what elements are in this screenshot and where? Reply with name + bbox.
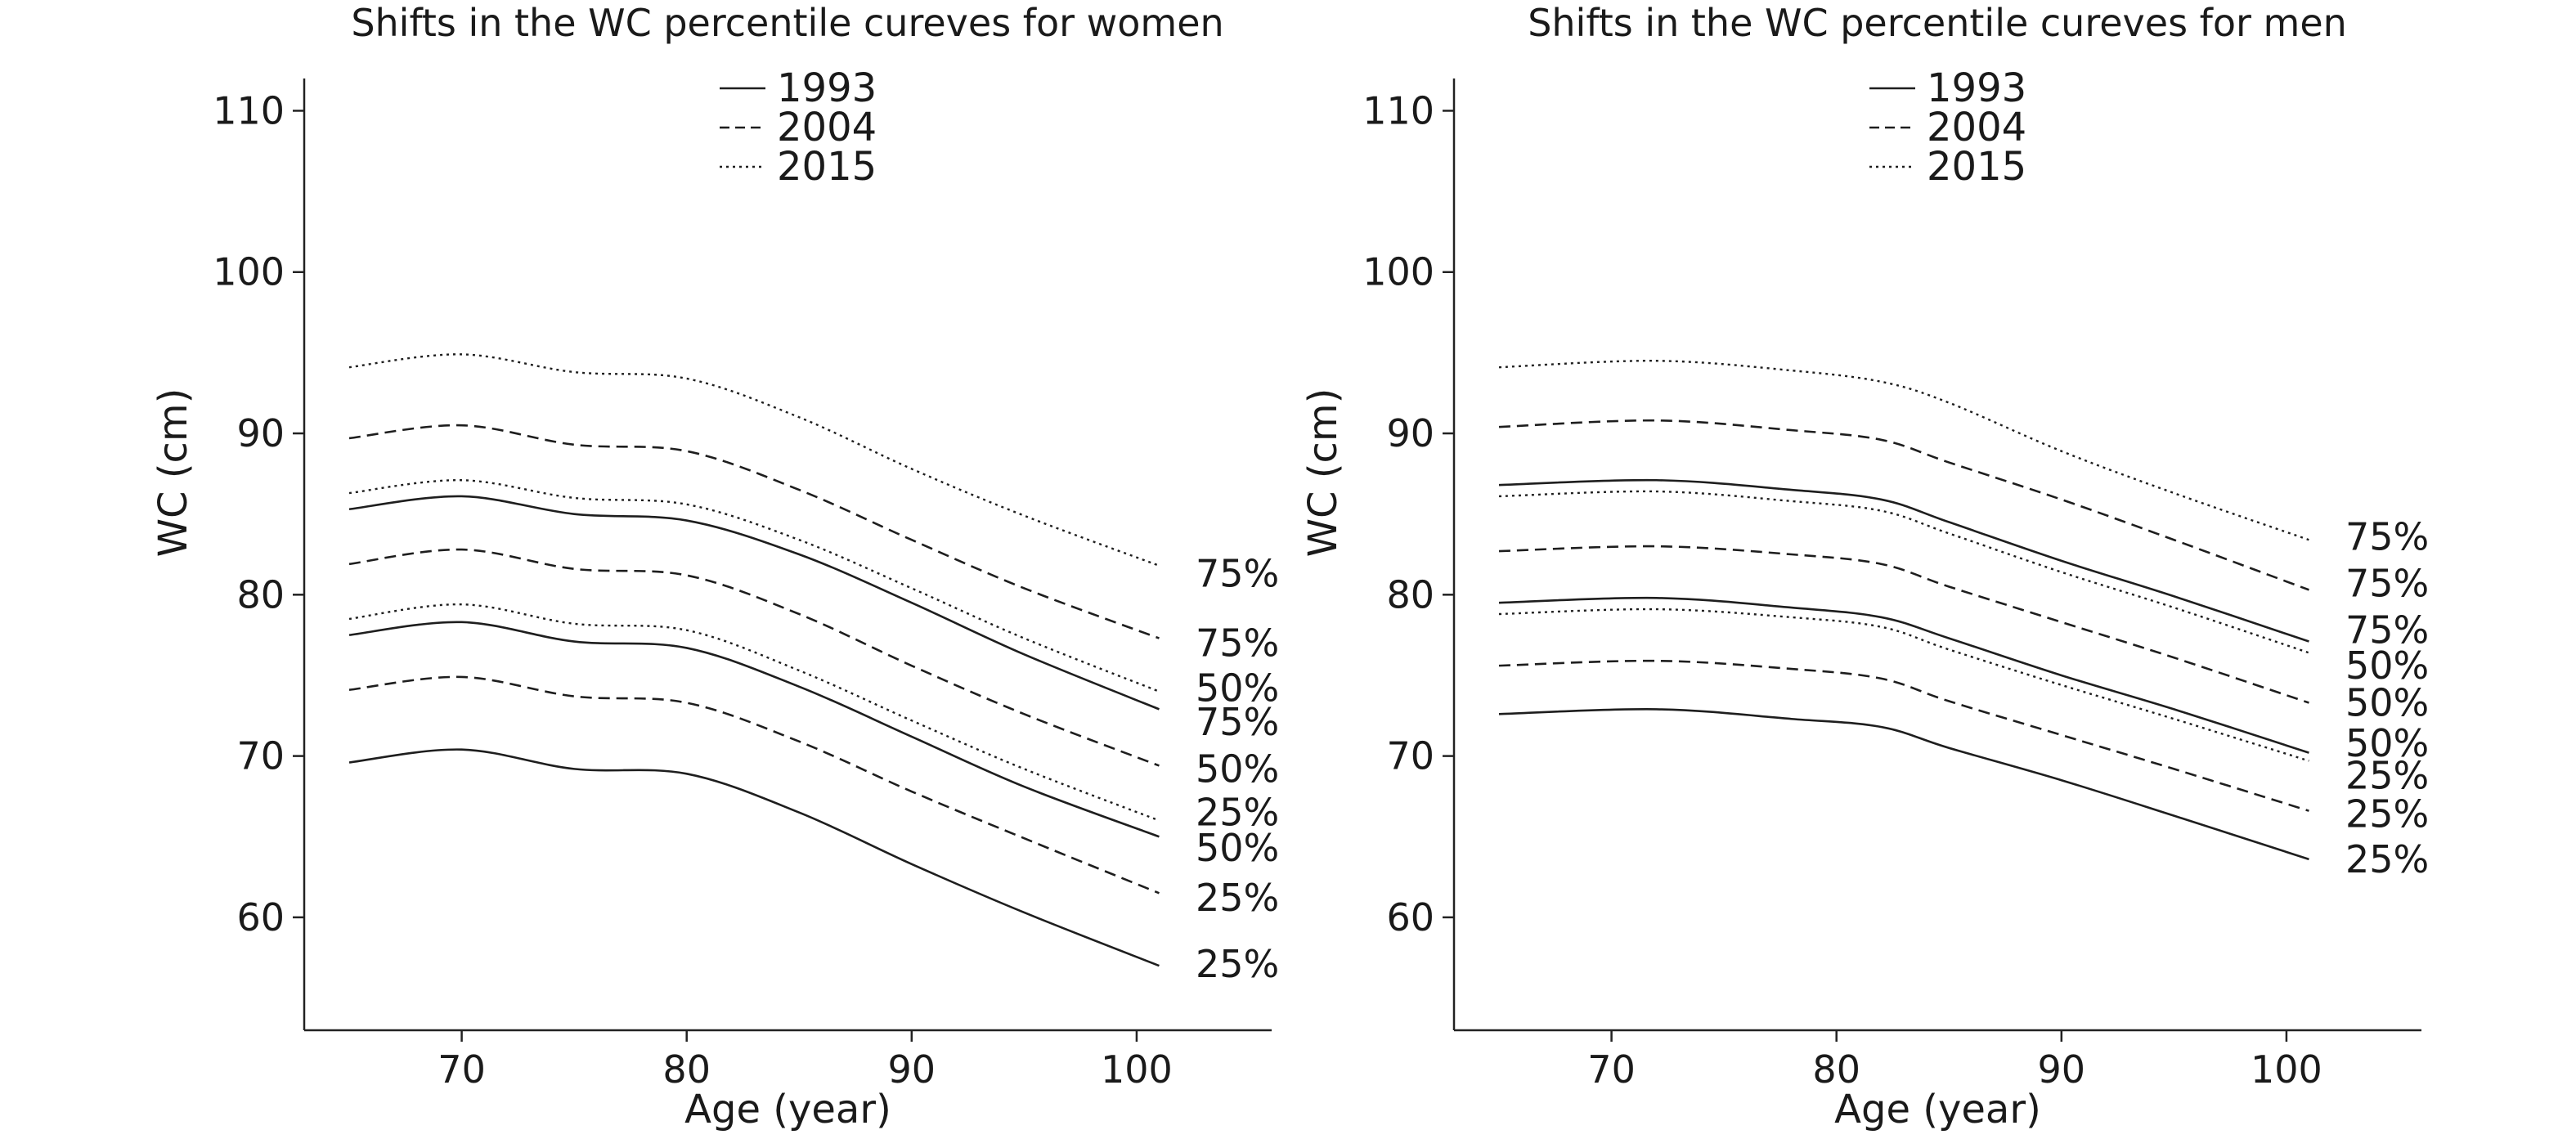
chart-title: Shifts in the WC percentile cureves for … bbox=[351, 1, 1223, 45]
end-label: 50% bbox=[2345, 681, 2429, 725]
y-axis-title: WC (cm) bbox=[150, 388, 196, 558]
y-tick-label: 60 bbox=[236, 895, 285, 939]
legend-label: 1993 bbox=[777, 65, 877, 111]
x-tick-label: 70 bbox=[1587, 1047, 1636, 1092]
series-line-2004-50pct bbox=[1498, 545, 2309, 704]
end-label: 75% bbox=[2345, 514, 2429, 558]
series-line-1993-50pct bbox=[348, 621, 1160, 838]
y-tick-label: 100 bbox=[1362, 250, 1434, 294]
y-tick-label: 110 bbox=[1362, 88, 1434, 132]
x-tick-label: 90 bbox=[888, 1047, 936, 1092]
x-tick-label: 80 bbox=[1812, 1047, 1860, 1092]
y-tick-label: 110 bbox=[213, 88, 285, 132]
chart-title: Shifts in the WC percentile cureves for … bbox=[1528, 1, 2347, 45]
series-line-1993-25pct bbox=[1498, 707, 2309, 861]
end-label: 25% bbox=[1196, 791, 1279, 835]
panel-women: Shifts in the WC percentile cureves for … bbox=[150, 1, 1279, 1132]
y-tick-label: 80 bbox=[1386, 572, 1434, 617]
x-tick-label: 100 bbox=[1101, 1047, 1173, 1092]
x-tick-label: 70 bbox=[438, 1047, 486, 1092]
series-line-2015-50pct bbox=[1498, 490, 2309, 654]
end-label: 25% bbox=[2345, 753, 2429, 797]
end-label: 25% bbox=[1196, 876, 1279, 920]
y-tick-label: 70 bbox=[236, 734, 285, 778]
y-tick-label: 90 bbox=[1386, 411, 1434, 455]
x-tick-label: 100 bbox=[2251, 1047, 2322, 1092]
end-label: 25% bbox=[2345, 837, 2429, 881]
end-label: 50% bbox=[1196, 747, 1279, 791]
end-label: 75% bbox=[1196, 552, 1279, 596]
end-label: 75% bbox=[1196, 621, 1279, 666]
series-line-2015-25pct bbox=[348, 603, 1160, 822]
series-line-2004-25pct bbox=[348, 675, 1160, 895]
x-axis-title: Age (year) bbox=[1834, 1087, 2041, 1132]
series-line-1993-25pct bbox=[348, 748, 1160, 967]
series-line-1993-75pct bbox=[1498, 478, 2309, 643]
series-line-2015-75pct bbox=[1498, 360, 2309, 541]
end-label: 75% bbox=[1196, 700, 1279, 744]
series-line-1993-75pct bbox=[348, 495, 1160, 711]
legend-label: 1993 bbox=[1927, 65, 2026, 111]
series-line-1993-50pct bbox=[1498, 596, 2309, 754]
series-line-2004-75pct bbox=[348, 424, 1160, 639]
panel-men: Shifts in the WC percentile cureves for … bbox=[1300, 1, 2429, 1132]
series-line-2004-25pct bbox=[1498, 659, 2309, 812]
end-label: 75% bbox=[2345, 608, 2429, 652]
end-label: 25% bbox=[1196, 942, 1279, 986]
end-label: 50% bbox=[2345, 721, 2429, 765]
series-line-2004-50pct bbox=[348, 548, 1160, 767]
x-axis-title: Age (year) bbox=[684, 1087, 891, 1132]
series-line-2015-75pct bbox=[348, 353, 1160, 567]
series-line-2015-50pct bbox=[348, 479, 1160, 693]
y-tick-label: 80 bbox=[236, 572, 285, 617]
legend-label: 2004 bbox=[1927, 105, 2026, 150]
y-axis-title: WC (cm) bbox=[1300, 388, 1346, 558]
y-tick-label: 90 bbox=[236, 411, 285, 455]
y-tick-label: 100 bbox=[213, 250, 285, 294]
end-label: 50% bbox=[2345, 643, 2429, 688]
y-tick-label: 60 bbox=[1386, 895, 1434, 939]
x-tick-label: 80 bbox=[662, 1047, 711, 1092]
end-label: 50% bbox=[1196, 666, 1279, 711]
series-line-2004-75pct bbox=[1498, 419, 2309, 591]
legend-label: 2015 bbox=[777, 144, 877, 190]
end-label: 25% bbox=[2345, 792, 2429, 836]
legend-label: 2004 bbox=[777, 105, 877, 150]
end-label: 75% bbox=[2345, 562, 2429, 606]
series-line-2015-25pct bbox=[1498, 608, 2309, 762]
end-label: 50% bbox=[1196, 826, 1279, 870]
legend-label: 2015 bbox=[1927, 144, 2026, 190]
y-tick-label: 70 bbox=[1386, 734, 1434, 778]
x-tick-label: 90 bbox=[2038, 1047, 2086, 1092]
